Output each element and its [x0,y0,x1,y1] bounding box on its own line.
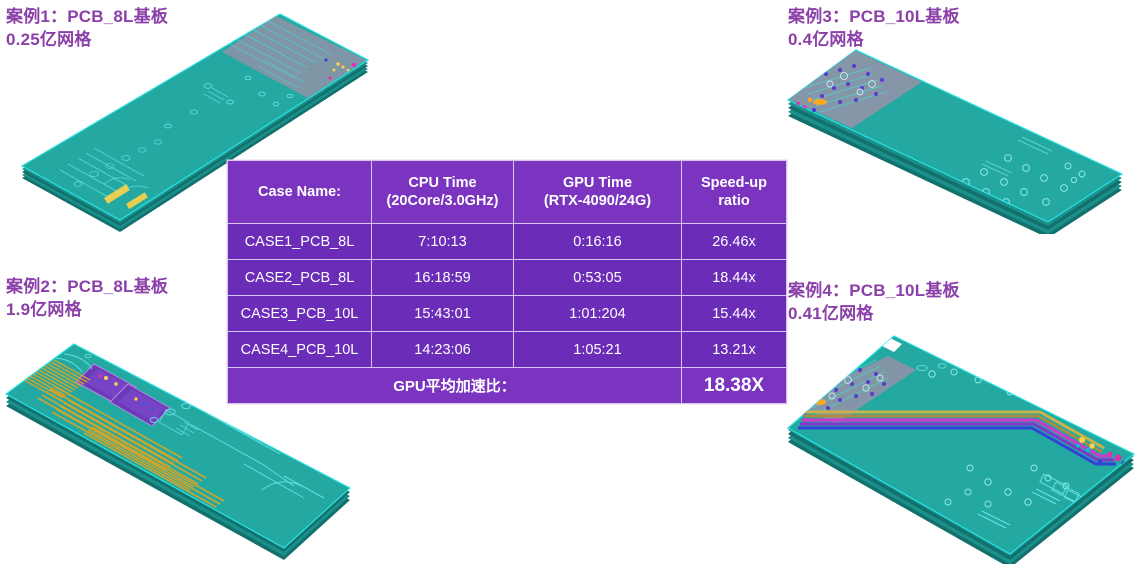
cell-case-name: CASE2_PCB_8L [227,259,372,296]
cell-case-name: CASE1_PCB_8L [227,223,372,260]
cell-cpu-time: 7:10:13 [371,223,514,260]
table-row: CASE4_PCB_10L 14:23:06 1:05:21 13.21x [227,331,787,368]
case2-caption: 案例2：PCB_8L基板 1.9亿网格 [6,277,169,319]
cell-speedup: 26.46x [681,223,787,260]
case1-caption: 案例1：PCB_8L基板 0.25亿网格 [6,7,169,49]
cell-gpu-time: 1:01:204 [513,295,682,332]
header-speedup-line1: Speed-up [700,174,768,191]
benchmark-results-table: Case Name: CPU Time (20Core/3.0GHz) GPU … [227,160,787,404]
header-gpu-time-line2: (RTX-4090/24G) [543,193,652,209]
header-cpu-time-line1: CPU Time [408,174,477,191]
header-gpu-time-line1: GPU Time [562,174,633,191]
table-header-row: Case Name: CPU Time (20Core/3.0GHz) GPU … [227,160,787,224]
cell-speedup: 13.21x [681,331,787,368]
case4-caption: 案例4：PCB_10L基板 0.41亿网格 [788,281,960,323]
case3-caption: 案例3：PCB_10L基板 0.4亿网格 [788,7,960,49]
header-speedup-ratio: Speed-up ratio [681,160,787,224]
header-speedup-line2: ratio [718,193,750,209]
cell-speedup: 15.44x [681,295,787,332]
cell-case-name: CASE4_PCB_10L [227,331,372,368]
footer-average-value: 18.38X [681,367,787,404]
cell-cpu-time: 15:43:01 [371,295,514,332]
table-row: CASE3_PCB_10L 15:43:01 1:01:204 15.44x [227,295,787,332]
pcb-10l-board-case4 [782,332,1144,564]
header-cpu-time: CPU Time (20Core/3.0GHz) [371,160,514,224]
cell-cpu-time: 16:18:59 [371,259,514,296]
cell-gpu-time: 0:16:16 [513,223,682,260]
cell-cpu-time: 14:23:06 [371,331,514,368]
table-row: CASE1_PCB_8L 7:10:13 0:16:16 26.46x [227,223,787,260]
cell-speedup: 18.44x [681,259,787,296]
pcb-8l-board-case2 [0,336,384,564]
table-row: CASE2_PCB_8L 16:18:59 0:53:05 18.44x [227,259,787,296]
pcb-10l-board-case3 [782,44,1138,234]
cell-case-name: CASE3_PCB_10L [227,295,372,332]
header-cpu-time-line2: (20Core/3.0GHz) [386,193,499,209]
cell-gpu-time: 1:05:21 [513,331,682,368]
header-gpu-time: GPU Time (RTX-4090/24G) [513,160,682,224]
footer-average-label: GPU平均加速比： [227,367,682,404]
cell-gpu-time: 0:53:05 [513,259,682,296]
header-case-name: Case Name: [227,160,372,224]
pcb-8l-board-case1 [8,8,388,233]
table-footer-row: GPU平均加速比： 18.38X [227,367,787,404]
